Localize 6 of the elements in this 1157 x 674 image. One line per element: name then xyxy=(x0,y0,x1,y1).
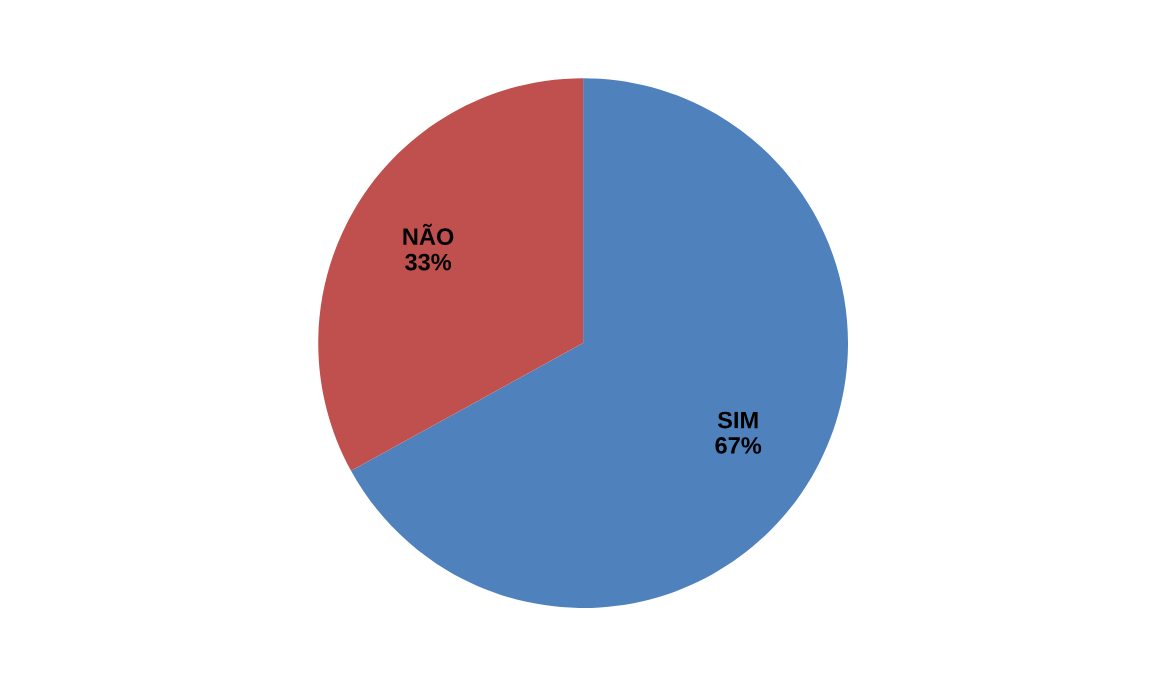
data-label: 33% xyxy=(405,253,452,271)
slice-label: SIM xyxy=(717,411,758,429)
pie-slice xyxy=(318,78,584,471)
slice-label: NÃO xyxy=(403,223,454,245)
data-label: 67% xyxy=(715,437,762,454)
pie-slice xyxy=(351,78,848,608)
